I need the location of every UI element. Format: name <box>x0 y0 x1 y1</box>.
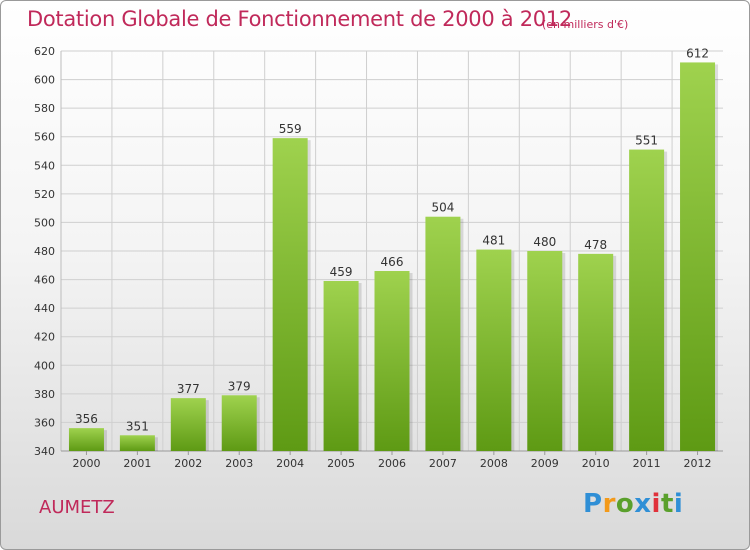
data-label-2004: 559 <box>279 122 302 136</box>
y-tick-label-440: 440 <box>34 302 55 315</box>
y-tick-label-540: 540 <box>34 159 55 172</box>
y-tick-label-520: 520 <box>34 188 55 201</box>
y-tick-label-380: 380 <box>34 388 55 401</box>
data-label-2008: 481 <box>482 234 505 248</box>
bar-2012 <box>680 62 716 452</box>
bar-2003 <box>221 395 257 451</box>
bar-2009 <box>527 251 563 451</box>
bar-2010 <box>578 253 614 451</box>
x-tick-label-2005: 2005 <box>327 457 355 470</box>
data-label-2003: 379 <box>228 379 251 393</box>
bar-2001 <box>119 435 155 451</box>
x-tick-label-2007: 2007 <box>429 457 457 470</box>
y-tick-label-340: 340 <box>34 445 55 458</box>
x-tick-label-2001: 2001 <box>123 457 151 470</box>
y-tick-label-500: 500 <box>34 216 55 229</box>
bar-2007 <box>425 216 461 451</box>
data-label-2009: 480 <box>533 235 556 249</box>
x-tick-label-2004: 2004 <box>276 457 304 470</box>
data-label-2005: 459 <box>330 265 353 279</box>
y-tick-label-560: 560 <box>34 131 55 144</box>
chart-unit: (en milliers d'€) <box>542 18 629 31</box>
x-tick-label-2012: 2012 <box>684 457 712 470</box>
y-tick-label-600: 600 <box>34 74 55 87</box>
bar-2000 <box>68 428 104 451</box>
bar-2004 <box>272 138 308 451</box>
data-label-2010: 478 <box>584 238 607 252</box>
x-tick-label-2006: 2006 <box>378 457 406 470</box>
commune-name: AUMETZ <box>39 497 115 518</box>
x-tick-label-2009: 2009 <box>531 457 559 470</box>
data-label-2000: 356 <box>75 412 98 426</box>
proxiti-logo[interactable]: Proxiti <box>583 489 684 519</box>
y-tick-label-620: 620 <box>34 45 55 58</box>
x-tick-label-2010: 2010 <box>582 457 610 470</box>
y-tick-label-420: 420 <box>34 331 55 344</box>
y-tick-label-460: 460 <box>34 274 55 287</box>
x-tick-label-2011: 2011 <box>633 457 661 470</box>
data-label-2012: 612 <box>686 46 709 60</box>
bar-2006 <box>374 271 410 451</box>
x-tick-label-2003: 2003 <box>225 457 253 470</box>
data-labels: 356 351 377 379 559 459 466 504 481 480 478 551 612 <box>75 46 709 433</box>
x-tick-label-2002: 2002 <box>174 457 202 470</box>
bar-2005 <box>323 281 359 451</box>
x-tick-label-2008: 2008 <box>480 457 508 470</box>
x-tick-label-2000: 2000 <box>72 457 100 470</box>
chart-title: Dotation Globale de Fonctionnement de 20… <box>27 7 572 31</box>
data-label-2006: 466 <box>381 255 404 269</box>
data-label-2001: 351 <box>126 419 149 433</box>
data-label-2002: 377 <box>177 382 200 396</box>
data-label-2007: 504 <box>431 201 454 215</box>
bar-2002 <box>170 398 206 451</box>
y-tick-label-360: 360 <box>34 416 55 429</box>
axes: 340 360 380 400 420 440 460 480 500 520 540 560 580 6… <box>34 45 723 470</box>
y-tick-label-400: 400 <box>34 359 55 372</box>
bar-2008 <box>476 249 512 451</box>
data-label-2011: 551 <box>635 134 658 148</box>
y-tick-label-480: 480 <box>34 245 55 258</box>
bars <box>68 62 719 452</box>
y-tick-label-580: 580 <box>34 102 55 115</box>
bar-2011 <box>629 149 665 452</box>
